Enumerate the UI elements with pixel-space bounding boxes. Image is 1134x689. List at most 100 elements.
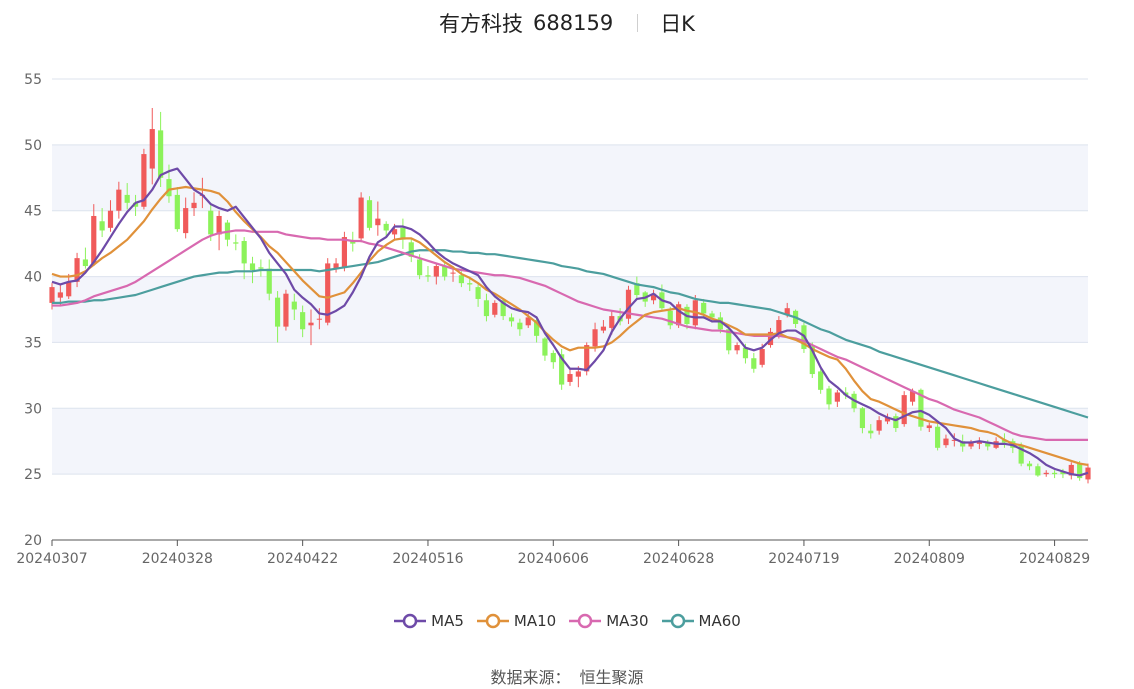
candle-body (433, 266, 439, 277)
y-tick-label: 20 (24, 533, 42, 549)
candle-body (985, 442, 991, 447)
candle-body (82, 259, 89, 267)
candle-body (1035, 466, 1041, 476)
legend-marker-ma5 (394, 613, 427, 629)
candle-body (517, 322, 523, 330)
candle-body (701, 302, 707, 314)
ma10-line (51, 185, 1089, 467)
candle-body (650, 293, 657, 301)
ma5-line (51, 167, 1089, 477)
candle-body (116, 189, 122, 211)
candle-body (1060, 471, 1066, 475)
title-divider (637, 14, 639, 32)
candle-body (909, 391, 916, 402)
candle-body (91, 215, 97, 264)
candle-body (751, 358, 757, 369)
candle-body (834, 392, 840, 402)
candle-body (442, 266, 448, 277)
candle-body (233, 242, 239, 244)
x-tick-label: 20240719 (768, 551, 839, 567)
candle-body (926, 425, 932, 429)
legend-item-ma5[interactable]: MA5 (393, 612, 464, 630)
candle-body (450, 272, 456, 274)
candle-body (943, 438, 949, 446)
candle-body (625, 289, 632, 319)
candle-body (592, 329, 598, 347)
legend-item-ma60[interactable]: MA60 (661, 612, 741, 630)
candle-body (308, 322, 314, 326)
candle-body (868, 430, 874, 434)
legend-item-ma10[interactable]: MA10 (476, 612, 556, 630)
candle-body (1068, 464, 1074, 476)
candle-body (191, 202, 197, 209)
candle-body (826, 388, 832, 405)
candle-body (283, 293, 289, 327)
candle-body (1051, 472, 1058, 475)
candle-body (859, 408, 866, 429)
x-tick-label: 20240307 (16, 551, 87, 567)
candle-body (358, 197, 364, 239)
y-tick-label: 55 (24, 72, 42, 88)
chart-title: 有方科技 688159 日K (0, 6, 1134, 40)
candle-body (174, 194, 180, 230)
candle-body (475, 287, 481, 299)
source-label: 数据来源： (490, 668, 571, 687)
candle-body (634, 283, 640, 296)
candle-body (258, 267, 264, 269)
candle-body (325, 263, 331, 323)
candle-body (183, 208, 189, 234)
candle-body (893, 416, 899, 429)
candle-body (533, 320, 540, 336)
ma30-line (52, 229, 1088, 441)
y-tick-label: 45 (24, 204, 42, 220)
stock-code: 688159 (533, 11, 614, 35)
source-value: 恒生聚源 (579, 668, 644, 687)
x-tick-label: 20240829 (1019, 551, 1090, 567)
candle-body (417, 259, 423, 276)
grid-band (52, 276, 1088, 343)
legend-label-ma30: MA30 (606, 612, 649, 630)
legend-item-ma30[interactable]: MA30 (568, 612, 649, 630)
candle-body (425, 275, 431, 277)
candle-body (141, 154, 147, 207)
candle-body (884, 417, 891, 422)
candle-body (1043, 472, 1049, 475)
candle-body (667, 310, 673, 326)
candle-body (500, 300, 506, 317)
candle-body (717, 317, 723, 330)
candle-body (241, 241, 247, 264)
candle-body (74, 258, 80, 282)
candle-body (132, 202, 139, 207)
candle-body (508, 317, 515, 322)
candle-body (107, 210, 114, 228)
candle-body (391, 229, 398, 235)
x-tick-label: 20240606 (518, 551, 589, 567)
candle-body (166, 179, 172, 197)
candle-body (726, 329, 732, 351)
candlestick-chart: 20 25 30 35 40 45 50 55 20240307 20240328 20240422… (16, 72, 1091, 567)
x-tick-label: 20240628 (643, 551, 714, 567)
chart-period: 日K (660, 12, 695, 36)
x-tick-label: 20240328 (142, 551, 213, 567)
candle-body (525, 317, 531, 326)
candle-body (492, 302, 498, 315)
candle-body (124, 194, 130, 203)
candle-body (709, 313, 715, 318)
candle-body (575, 371, 581, 377)
candle-body (809, 346, 815, 375)
candle-body (759, 349, 765, 365)
candle-body (976, 441, 982, 444)
legend-marker-ma60 (661, 613, 694, 629)
candle-body (291, 301, 297, 310)
candle-body (400, 227, 406, 240)
y-tick-label: 50 (24, 138, 42, 154)
candle-body (550, 352, 556, 363)
legend-marker-ma30 (569, 613, 602, 629)
candle-body (1077, 463, 1083, 479)
candle-body (968, 442, 974, 447)
candle-body (951, 439, 957, 441)
candle-body (383, 223, 389, 231)
candle-body (341, 237, 348, 268)
candle-body (960, 441, 966, 447)
candle-body (567, 374, 573, 382)
